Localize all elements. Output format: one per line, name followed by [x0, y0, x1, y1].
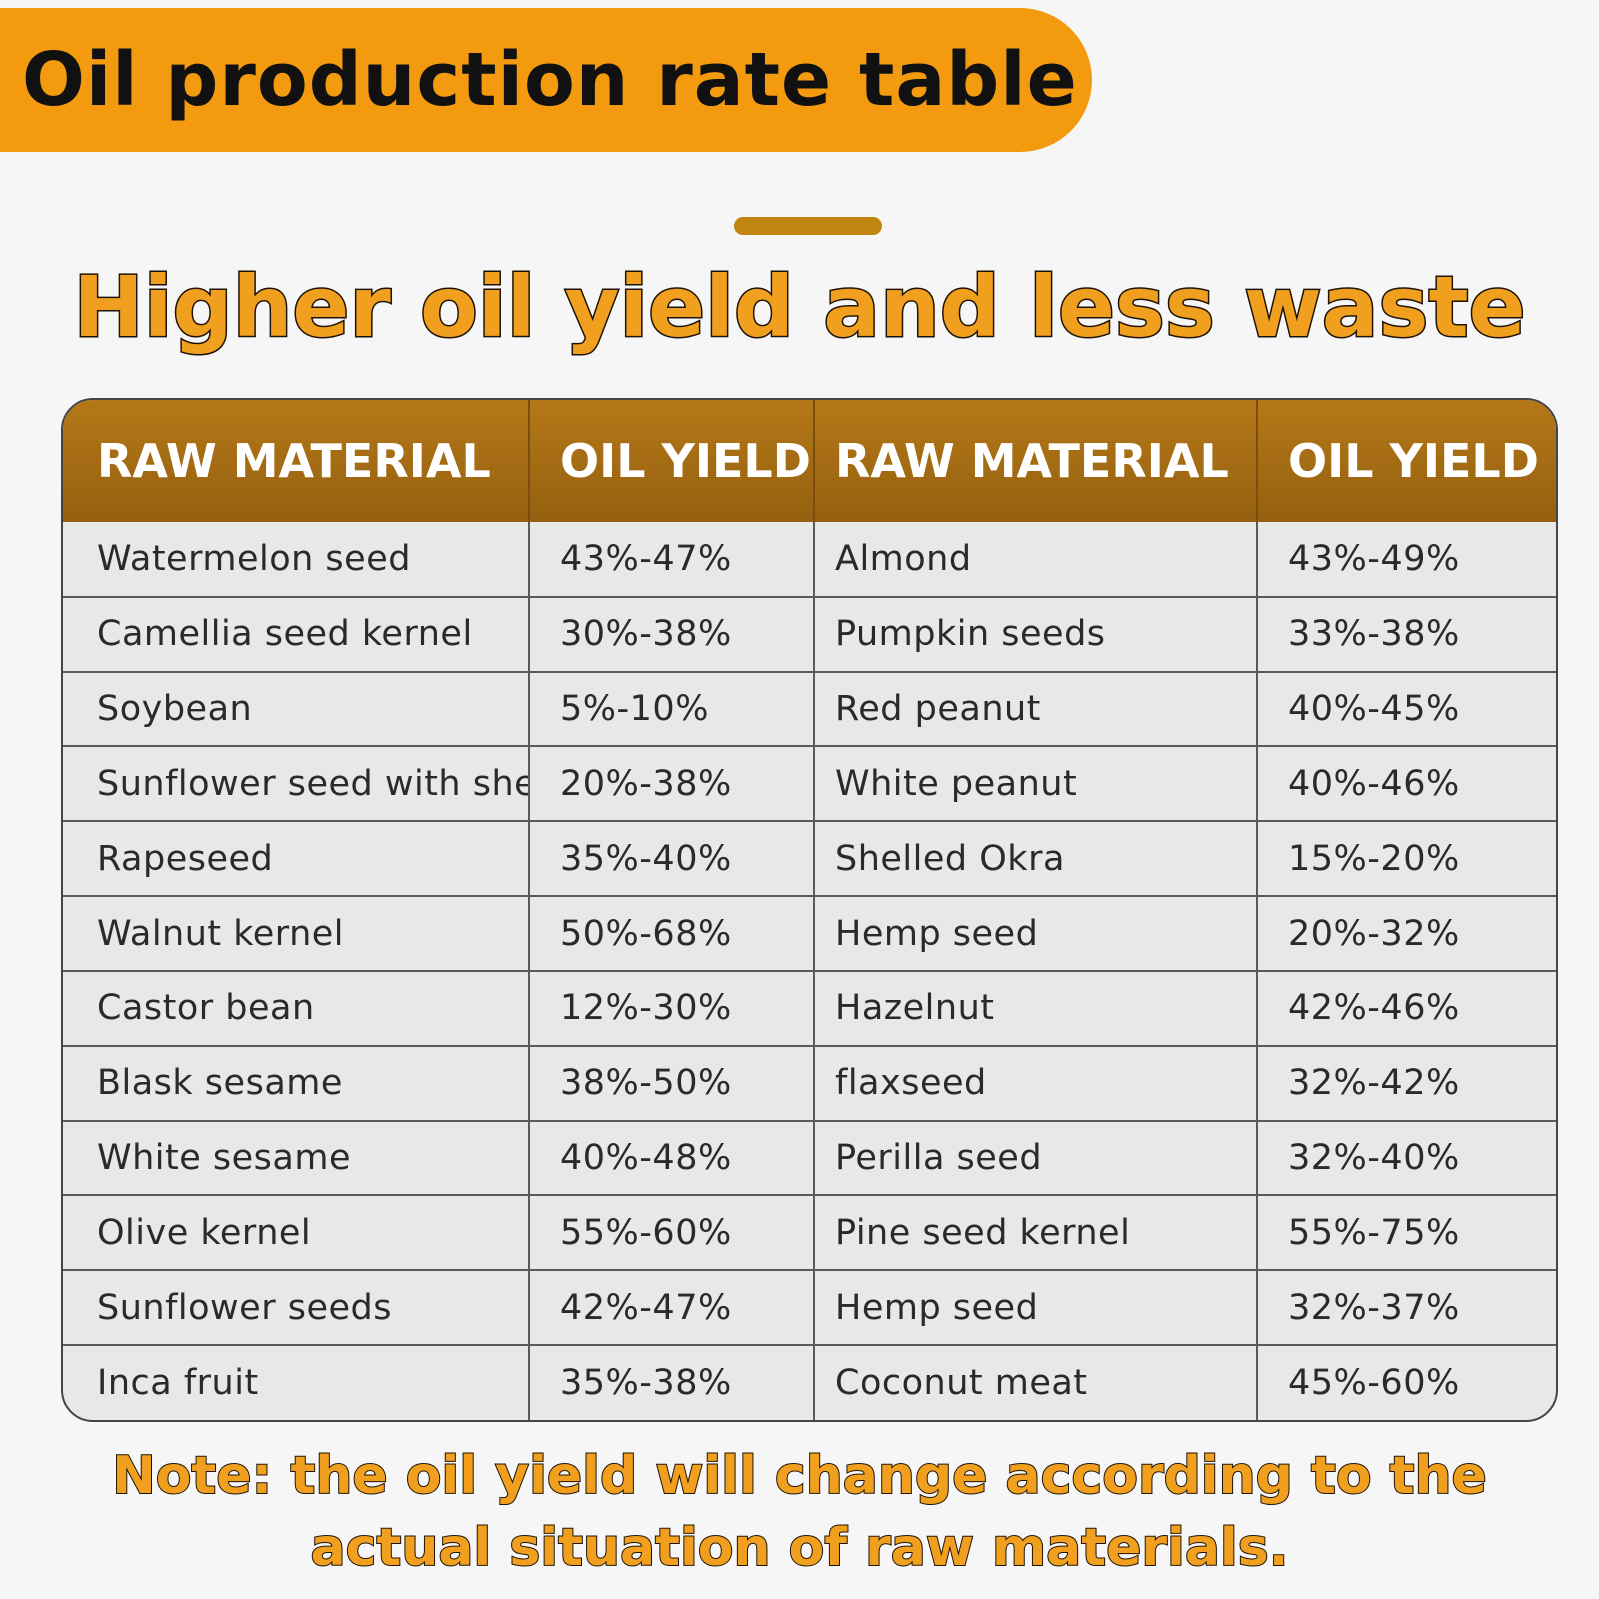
raw-material-cell: Hazelnut: [814, 969, 1258, 1046]
oil-yield-cell: 55%-60%: [529, 1194, 815, 1271]
oil-yield-cell: 42%-46%: [1257, 969, 1556, 1046]
table-row: Watermelon seed 43%-47% Almond 43%-49%: [63, 522, 1556, 597]
raw-material-cell: Sunflower seeds: [63, 1269, 530, 1346]
raw-material-cell: Rapeseed: [63, 820, 530, 897]
footnote: Note: the oil yield will change accordin…: [0, 1440, 1599, 1584]
decorative-divider: [734, 217, 882, 235]
raw-material-cell: Red peanut: [814, 670, 1258, 747]
oil-yield-cell: 55%-75%: [1257, 1194, 1556, 1271]
oil-yield-cell: 12%-30%: [529, 969, 815, 1046]
table-row: Castor bean 12%-30% Hazelnut 42%-46%: [63, 969, 1556, 1046]
oil-yield-cell: 40%-45%: [1257, 670, 1556, 747]
oil-yield-table-container: RAW MATERIAL OIL YIELD RAW MATERIAL OIL …: [61, 398, 1558, 1422]
oil-yield-cell: 15%-20%: [1257, 820, 1556, 897]
table-row: Camellia seed kernel 30%-38% Pumpkin seeds…: [63, 595, 1556, 672]
footnote-line: actual situation of raw materials.: [310, 1517, 1290, 1579]
oil-yield-cell: 40%-46%: [1257, 745, 1556, 822]
raw-material-cell: Walnut kernel: [63, 895, 530, 971]
title-banner: Oil production rate table: [0, 8, 1092, 152]
raw-material-cell: Pumpkin seeds: [814, 595, 1258, 672]
raw-material-cell: Hemp seed: [814, 1269, 1258, 1346]
oil-yield-cell: 33%-38%: [1257, 595, 1556, 672]
raw-material-cell: Almond: [814, 522, 1258, 597]
raw-material-cell: Soybean: [63, 670, 530, 747]
raw-material-cell: White peanut: [814, 745, 1258, 822]
oil-yield-cell: 35%-40%: [529, 820, 815, 897]
raw-material-cell: Blask sesame: [63, 1044, 530, 1121]
raw-material-cell: Shelled Okra: [814, 820, 1258, 897]
raw-material-cell: Inca fruit: [63, 1344, 530, 1420]
oil-yield-cell: 50%-68%: [529, 895, 815, 971]
oil-yield-cell: 5%-10%: [529, 670, 815, 747]
raw-material-cell: Coconut meat: [814, 1344, 1258, 1420]
oil-yield-cell: 40%-48%: [529, 1119, 815, 1196]
table-row: Sunflower seed with shell 20%-38% White pe…: [63, 745, 1556, 822]
oil-yield-cell: 32%-37%: [1257, 1269, 1556, 1346]
column-header-oil-yield: OIL YIELD: [529, 400, 815, 522]
raw-material-cell: White sesame: [63, 1119, 530, 1196]
table-row: Sunflower seeds 42%-47% Hemp seed 32%-37%: [63, 1269, 1556, 1346]
oil-yield-cell: 38%-50%: [529, 1044, 815, 1121]
oil-yield-cell: 42%-47%: [529, 1269, 815, 1346]
oil-yield-cell: 30%-38%: [529, 595, 815, 672]
column-header-raw-material: RAW MATERIAL: [63, 400, 530, 522]
table-row: Soybean 5%-10% Red peanut 40%-45%: [63, 670, 1556, 747]
oil-yield-cell: 20%-32%: [1257, 895, 1556, 971]
table-row: Inca fruit 35%-38% Coconut meat 45%-60%: [63, 1344, 1556, 1420]
oil-yield-cell: 20%-38%: [529, 745, 815, 822]
table-body: Watermelon seed 43%-47% Almond 43%-49% Camel…: [63, 522, 1556, 1420]
raw-material-cell: flaxseed: [814, 1044, 1258, 1121]
oil-yield-cell: 35%-38%: [529, 1344, 815, 1420]
table-row: White sesame 40%-48% Perilla seed 32%-40%: [63, 1119, 1556, 1196]
oil-yield-cell: 43%-47%: [529, 522, 815, 597]
table-row: Blask sesame 38%-50% flaxseed 32%-42%: [63, 1044, 1556, 1121]
table-row: Rapeseed 35%-40% Shelled Okra 15%-20%: [63, 820, 1556, 897]
footnote-line: Note: the oil yield will change accordin…: [111, 1445, 1488, 1507]
raw-material-cell: Hemp seed: [814, 895, 1258, 971]
table-row: Olive kernel 55%-60% Pine seed kernel 55%-7…: [63, 1194, 1556, 1271]
table-row: Walnut kernel 50%-68% Hemp seed 20%-32%: [63, 895, 1556, 971]
raw-material-cell: Camellia seed kernel: [63, 595, 530, 672]
oil-yield-cell: 43%-49%: [1288, 538, 1460, 579]
page-title: Oil production rate table: [22, 37, 1078, 123]
oil-yield-cell: 32%-40%: [1257, 1119, 1556, 1196]
table-header-row: RAW MATERIAL OIL YIELD RAW MATERIAL OIL …: [63, 400, 1556, 522]
subtitle: Higher oil yield and less waste: [72, 257, 1527, 358]
oil-yield-table: RAW MATERIAL OIL YIELD RAW MATERIAL OIL …: [63, 400, 1556, 1420]
raw-material-cell: Watermelon seed: [63, 522, 530, 597]
raw-material-cell: Pine seed kernel: [814, 1194, 1258, 1271]
raw-material-cell: Olive kernel: [63, 1194, 530, 1271]
oil-yield-cell: 32%-42%: [1257, 1044, 1556, 1121]
raw-material-cell: Perilla seed: [814, 1119, 1258, 1196]
raw-material-cell: Castor bean: [63, 969, 530, 1046]
column-header-raw-material: RAW MATERIAL: [814, 400, 1258, 522]
raw-material-cell: Sunflower seed with shell: [63, 745, 530, 822]
column-header-oil-yield: OIL YIELD: [1288, 434, 1539, 488]
oil-yield-cell: 45%-60%: [1257, 1344, 1556, 1420]
